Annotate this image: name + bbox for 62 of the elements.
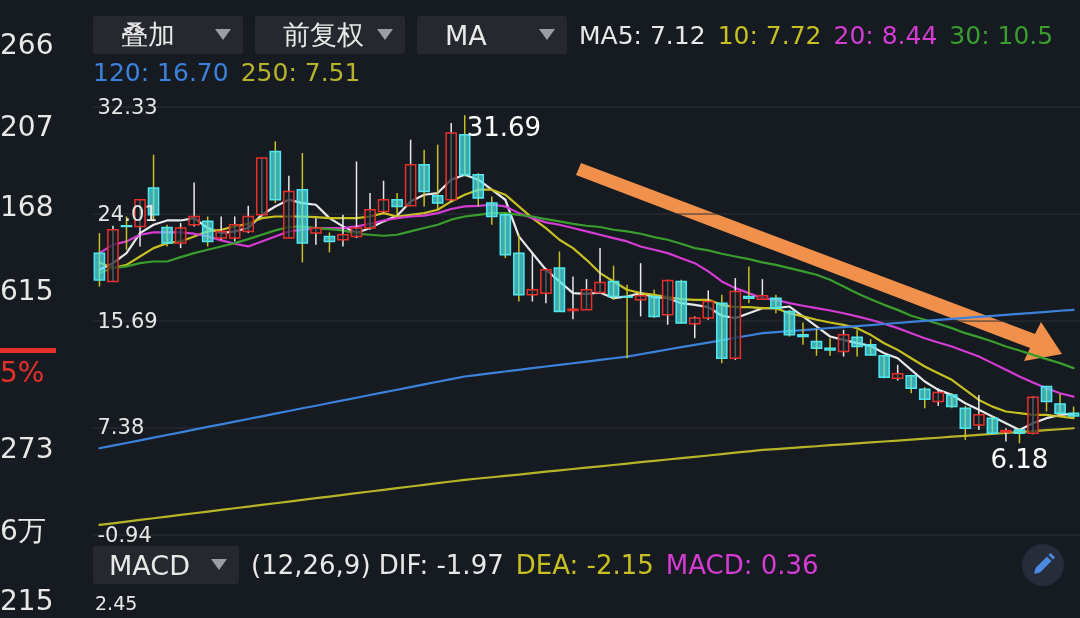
text: 6万 [0, 513, 46, 549]
annotation: 6.18 [990, 444, 1049, 475]
candlestick [174, 222, 187, 249]
candlestick [634, 262, 647, 318]
candlestick [364, 192, 376, 231]
text: 207 [0, 110, 54, 143]
text: 615 [0, 274, 54, 307]
candlestick [918, 386, 931, 410]
text: MACD [109, 549, 190, 581]
candlestick [310, 217, 322, 246]
text: 266 [0, 28, 54, 61]
candlestick [783, 309, 796, 338]
candlestick [621, 284, 633, 359]
candlestick [1040, 385, 1053, 413]
text: 168 [0, 190, 54, 223]
candlestick [797, 321, 809, 346]
y-tick-label: 7.38 [97, 415, 145, 440]
candlestick [377, 179, 390, 214]
text: 250: 7.51 [240, 58, 361, 87]
candlestick [567, 275, 579, 320]
text: 10: 7.72 [717, 20, 822, 50]
candlestick [526, 252, 539, 303]
candlestick [770, 294, 782, 314]
text: 120: 16.70 [93, 58, 229, 87]
text: MACD: 0.36 [665, 550, 819, 580]
candlestick [743, 265, 755, 304]
annotation: 31.69 [466, 112, 542, 143]
text: 叠加 [121, 18, 175, 52]
text: 5% [0, 356, 45, 389]
candlestick [215, 215, 228, 241]
candlestick [337, 214, 349, 248]
candlestick [607, 265, 620, 301]
text: 30: 10.5 [949, 20, 1054, 50]
candlestick [959, 405, 972, 441]
line-series [98, 308, 1075, 450]
candlestick [851, 329, 863, 358]
text: MA5: 7.12 [579, 20, 706, 50]
candlestick [1000, 427, 1012, 443]
text: 2.45 [95, 592, 138, 614]
candlestick [810, 328, 823, 357]
candlestick [1054, 393, 1066, 416]
candlestick [837, 329, 850, 358]
candlestick [391, 192, 403, 216]
candlestick [824, 337, 836, 357]
text: 前复权 [283, 18, 364, 52]
candlestick [161, 223, 173, 248]
candlestick [540, 267, 552, 304]
candlestick [594, 247, 606, 294]
candlestick [188, 181, 200, 228]
y-tick-label: -0.94 [97, 522, 152, 547]
candlestick [648, 289, 660, 319]
y-tick-label: 15.69 [97, 308, 158, 333]
text: 215 [0, 584, 54, 617]
text: MA [445, 19, 487, 51]
candlestick [756, 278, 769, 301]
text: DEA: -2.15 [515, 550, 654, 580]
text: (12,26,9) DIF: -1.97 [251, 550, 504, 580]
text: 273 [0, 432, 54, 465]
y-tick-label: 32.33 [97, 94, 158, 119]
candlestick [201, 215, 214, 248]
candlestick [580, 278, 593, 311]
text: 20: 8.44 [833, 20, 938, 50]
